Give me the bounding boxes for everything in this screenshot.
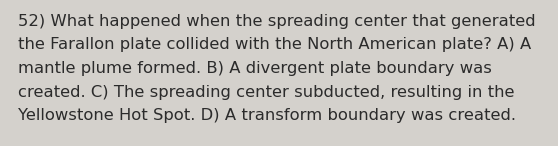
- Text: mantle plume formed. B) A divergent plate boundary was: mantle plume formed. B) A divergent plat…: [18, 61, 492, 76]
- Text: created. C) The spreading center subducted, resulting in the: created. C) The spreading center subduct…: [18, 85, 514, 100]
- Text: 52) What happened when the spreading center that generated: 52) What happened when the spreading cen…: [18, 14, 536, 29]
- Text: Yellowstone Hot Spot. D) A transform boundary was created.: Yellowstone Hot Spot. D) A transform bou…: [18, 108, 516, 123]
- Text: the Farallon plate collided with the North American plate? A) A: the Farallon plate collided with the Nor…: [18, 38, 531, 53]
